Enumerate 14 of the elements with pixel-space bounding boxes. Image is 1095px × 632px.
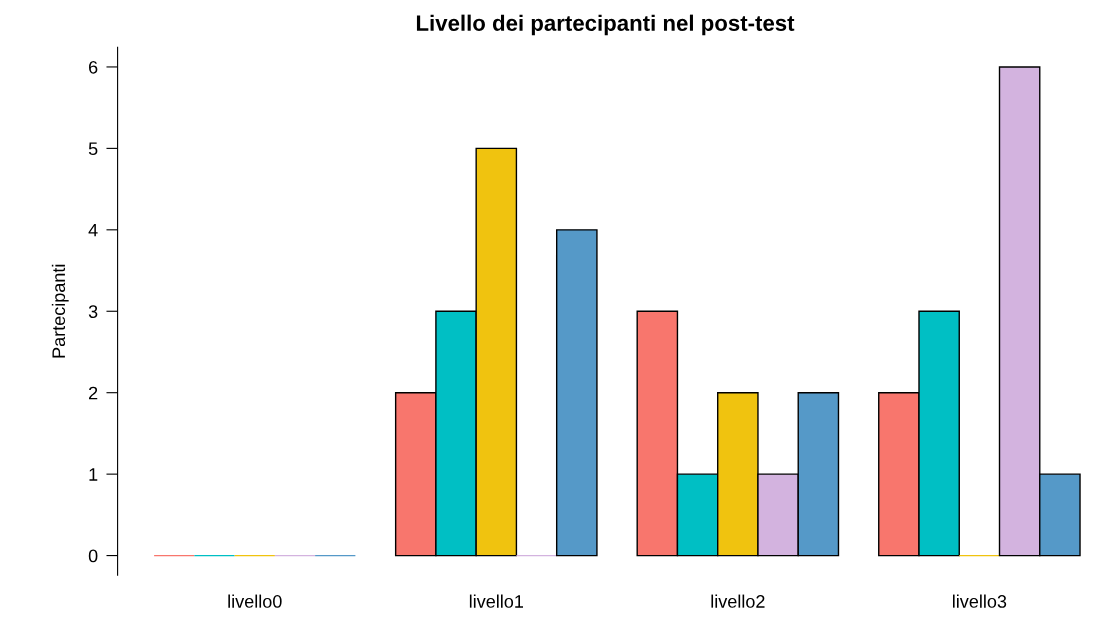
y-tick-label: 6	[89, 60, 98, 74]
y-tick-label: 0	[88, 549, 98, 563]
y-tick-label: 2	[89, 386, 98, 400]
x-tick-label: livello0	[228, 594, 282, 608]
y-tick-label: 5	[88, 142, 98, 156]
x-tick-label: livello1	[469, 594, 524, 608]
chart-title: Livello dei partecipanti nel post-test	[416, 14, 795, 36]
x-tick-label: livello3	[953, 594, 1007, 608]
y-tick-label: 3	[88, 305, 98, 318]
y-tick-label: 1	[89, 468, 98, 481]
y-axis-title: Partecipanti	[51, 264, 69, 358]
y-tick-label: 4	[88, 223, 98, 237]
bar	[555, 229, 598, 557]
x-tick-label: livello2	[711, 594, 765, 608]
